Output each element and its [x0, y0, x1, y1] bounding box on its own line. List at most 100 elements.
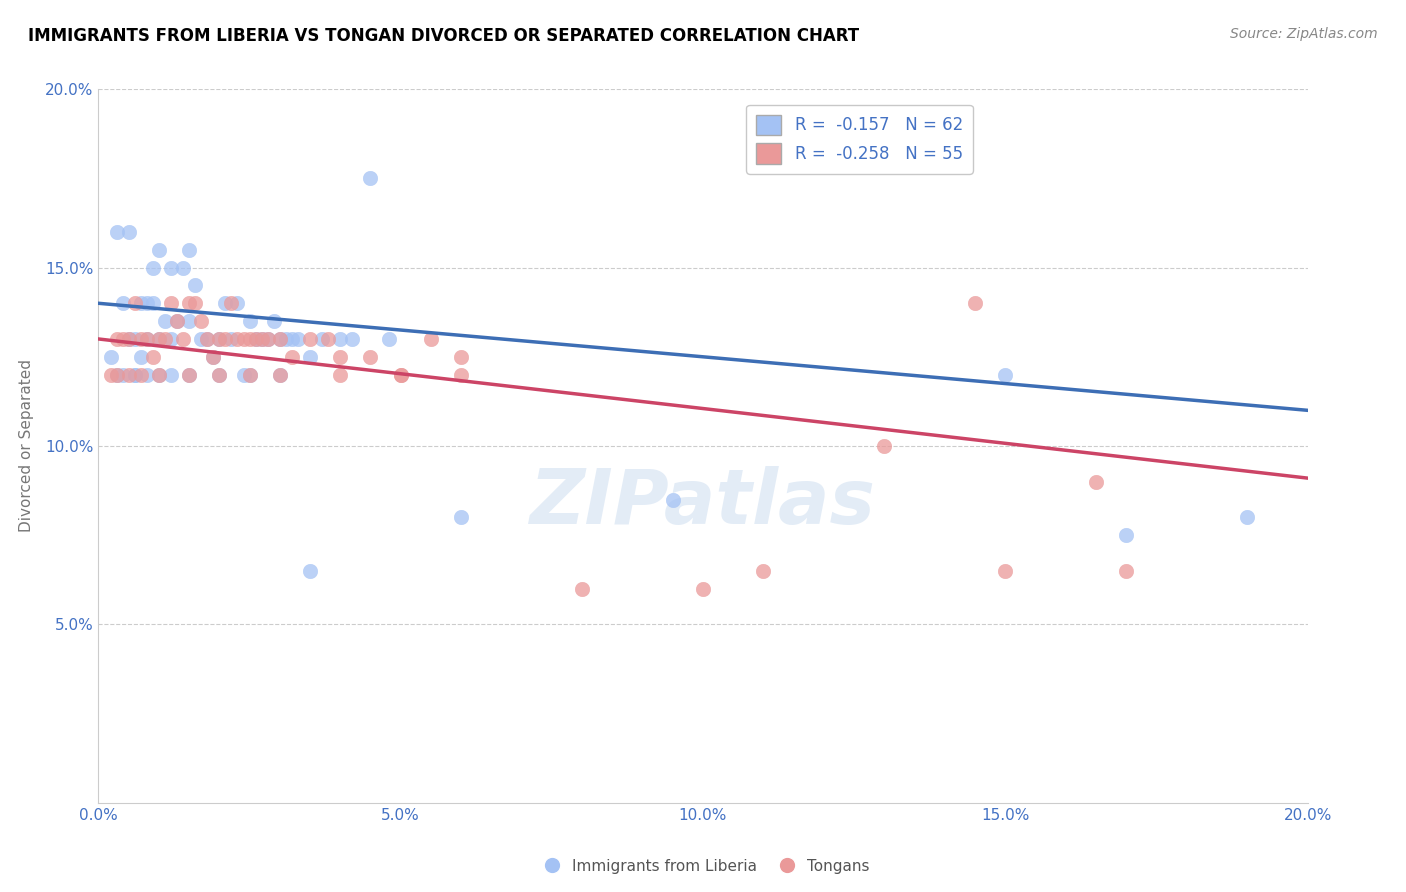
Point	[124, 368, 146, 382]
Point	[994, 564, 1017, 578]
Point	[232, 332, 254, 346]
Legend: R =  -0.157   N = 62, R =  -0.258   N = 55: R = -0.157 N = 62, R = -0.258 N = 55	[747, 104, 973, 174]
Point	[389, 368, 412, 382]
Point	[135, 332, 157, 346]
Point	[269, 368, 291, 382]
Point	[329, 350, 352, 364]
Point	[184, 278, 207, 293]
Point	[148, 332, 170, 346]
Point	[329, 368, 352, 382]
Point	[208, 332, 231, 346]
Point	[239, 368, 262, 382]
Point	[160, 368, 183, 382]
Point	[118, 368, 141, 382]
Point	[239, 368, 262, 382]
Point	[965, 296, 987, 310]
Point	[263, 314, 285, 328]
Point	[239, 332, 262, 346]
Point	[214, 296, 236, 310]
Point	[105, 332, 128, 346]
Point	[124, 296, 146, 310]
Point	[250, 332, 273, 346]
Point	[661, 492, 683, 507]
Point	[274, 332, 297, 346]
Point	[148, 332, 170, 346]
Point	[153, 314, 176, 328]
Point	[299, 350, 322, 364]
Point	[153, 332, 176, 346]
Point	[873, 439, 896, 453]
Point	[135, 332, 157, 346]
Point	[994, 368, 1017, 382]
Point	[100, 368, 122, 382]
Point	[190, 332, 212, 346]
Point	[129, 350, 152, 364]
Point	[124, 332, 146, 346]
Point	[100, 350, 122, 364]
Point	[239, 314, 262, 328]
Point	[105, 368, 128, 382]
Point	[118, 332, 141, 346]
Point	[129, 332, 152, 346]
Point	[118, 225, 141, 239]
Point	[389, 368, 412, 382]
Legend: Immigrants from Liberia, Tongans: Immigrants from Liberia, Tongans	[530, 853, 876, 880]
Point	[269, 332, 291, 346]
Point	[148, 368, 170, 382]
Point	[195, 332, 218, 346]
Point	[450, 510, 472, 524]
Point	[160, 260, 183, 275]
Point	[166, 314, 188, 328]
Point	[419, 332, 441, 346]
Point	[177, 243, 201, 257]
Point	[269, 368, 291, 382]
Point	[148, 243, 170, 257]
Point	[118, 332, 141, 346]
Point	[177, 368, 201, 382]
Point	[245, 332, 267, 346]
Point	[287, 332, 309, 346]
Point	[360, 171, 382, 186]
Point	[281, 332, 304, 346]
Point	[377, 332, 399, 346]
Point	[1115, 528, 1137, 542]
Point	[450, 350, 472, 364]
Point	[208, 368, 231, 382]
Point	[329, 332, 352, 346]
Point	[299, 564, 322, 578]
Text: IMMIGRANTS FROM LIBERIA VS TONGAN DIVORCED OR SEPARATED CORRELATION CHART: IMMIGRANTS FROM LIBERIA VS TONGAN DIVORC…	[28, 27, 859, 45]
Point	[111, 368, 134, 382]
Point	[135, 368, 157, 382]
Point	[360, 350, 382, 364]
Point	[177, 314, 201, 328]
Y-axis label: Divorced or Separated: Divorced or Separated	[20, 359, 34, 533]
Point	[250, 332, 273, 346]
Point	[177, 296, 201, 310]
Point	[177, 368, 201, 382]
Point	[221, 332, 243, 346]
Point	[208, 332, 231, 346]
Point	[245, 332, 267, 346]
Point	[190, 314, 212, 328]
Point	[184, 296, 207, 310]
Point	[221, 296, 243, 310]
Point	[172, 260, 194, 275]
Point	[281, 350, 304, 364]
Point	[226, 332, 249, 346]
Point	[148, 368, 170, 382]
Point	[202, 350, 225, 364]
Point	[256, 332, 278, 346]
Point	[129, 296, 152, 310]
Point	[311, 332, 333, 346]
Point	[342, 332, 364, 346]
Text: ZIPatlas: ZIPatlas	[530, 467, 876, 540]
Point	[135, 296, 157, 310]
Point	[1115, 564, 1137, 578]
Point	[195, 332, 218, 346]
Point	[450, 368, 472, 382]
Point	[269, 332, 291, 346]
Point	[142, 296, 165, 310]
Point	[692, 582, 714, 596]
Point	[105, 368, 128, 382]
Point	[111, 332, 134, 346]
